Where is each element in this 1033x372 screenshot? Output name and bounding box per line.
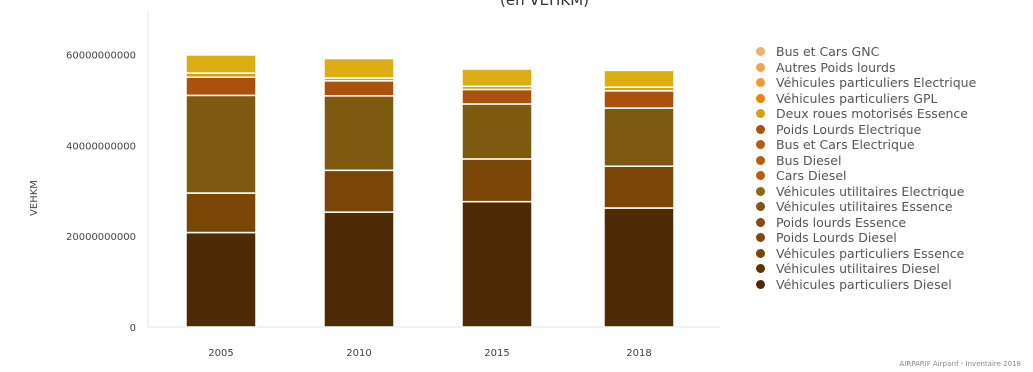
bar-segment[interactable] [461,88,533,105]
legend-item[interactable]: Véhicules particuliers GPL [756,91,976,107]
legend-dot-icon [756,93,765,103]
legend-item[interactable]: Véhicules utilitaires Diesel [756,261,976,277]
legend-item[interactable]: Autres Poids lourds [756,60,976,76]
bar-segment[interactable] [461,103,533,160]
y-tick-label: 40000000000 [66,141,136,152]
bar-segment[interactable] [461,200,533,328]
bar-segment-top[interactable] [603,69,675,88]
bar-segment[interactable] [603,165,675,209]
legend-item[interactable]: Véhicules utilitaires Electrique [756,184,976,200]
bar-segment[interactable] [323,80,395,97]
legend-dot-icon [756,140,765,150]
legend-item[interactable]: Véhicules utilitaires Essence [756,199,976,215]
bar-segment[interactable] [185,76,257,97]
y-tick-label: 0 [130,323,136,334]
legend-dot-icon [756,248,765,258]
x-tick-label: 2005 [208,348,233,359]
legend-dot-icon [756,264,765,274]
legend-label: Véhicules particuliers Diesel [776,276,952,292]
legend-label: Bus et Cars Electrique [776,137,915,153]
bar-segment[interactable] [323,95,395,172]
legend-label: Poids Lourds Diesel [776,230,897,246]
legend-label: Cars Diesel [776,168,847,184]
axis-layer: 0 20000000000 40000000000 60000000000 2005 20… [66,51,652,360]
legend-item[interactable]: Véhicules particuliers Essence [756,246,976,262]
bar-segment[interactable] [603,90,675,109]
legend-dot-icon [756,217,765,227]
legend-dot-icon [756,171,765,181]
legend-item[interactable]: Bus Diesel [756,153,976,169]
chart-title: (en VEHKM) [500,0,590,9]
legend-item[interactable]: Poids Lourds Diesel [756,230,976,246]
legend-label: Véhicules particuliers Essence [776,245,965,261]
legend-dot-icon [756,233,765,243]
legend-dot-icon [756,47,765,57]
legend: Bus et Cars GNC Autres Poids lourds Véhicu… [756,44,976,292]
legend-label: Véhicules utilitaires Diesel [776,261,940,277]
legend-label: Véhicules particuliers Electrique [776,75,977,91]
bar-segment[interactable] [185,192,257,234]
legend-label: Poids Lourds Electrique [776,121,922,137]
credits: AIRPARIF Airparif - Inventaire 2018 [899,360,1021,368]
legend-dot-icon [756,155,765,165]
bar-segment[interactable] [603,107,675,167]
bar-segment-top[interactable] [185,54,257,74]
legend-label: Deux roues motorisés Essence [776,106,968,122]
legend-dot-icon [756,279,765,289]
legend-dot-icon [756,124,765,134]
legend-dot-icon [756,202,765,212]
legend-item[interactable]: Deux roues motorisés Essence [756,106,976,122]
legend-label: Bus Diesel [776,152,842,168]
x-tick-label: 2018 [626,348,651,359]
legend-item[interactable]: Bus et Cars Electrique [756,137,976,153]
x-tick-label: 2015 [484,348,509,359]
x-tick-label: 2010 [346,348,371,359]
legend-label: Autres Poids lourds [776,59,896,75]
legend-dot-icon [756,78,765,88]
legend-label: Véhicules particuliers GPL [776,90,938,106]
bar-segment[interactable] [185,231,257,328]
legend-dot-icon [756,109,765,119]
legend-dot-icon [756,62,765,72]
y-tick-label: 20000000000 [66,232,136,243]
legend-label: Véhicules utilitaires Electrique [776,183,965,199]
bar-segment[interactable] [323,211,395,328]
bar-segment[interactable] [461,158,533,203]
legend-label: Bus et Cars GNC [776,44,880,60]
bars-layer [185,54,675,328]
bar-segment-top[interactable] [323,57,395,79]
legend-item[interactable]: Véhicules particuliers Diesel [756,277,976,293]
bar-segment-top[interactable] [461,68,533,88]
stacked-bar-chart: 0 20000000000 40000000000 60000000000 2005 20… [29,12,720,360]
legend-item[interactable]: Poids lourds Essence [756,215,976,231]
y-tick-label: 60000000000 [66,51,136,62]
bar-segment[interactable] [323,169,395,213]
bar-segment[interactable] [603,207,675,328]
legend-item[interactable]: Bus et Cars GNC [756,44,976,60]
legend-dot-icon [756,186,765,196]
legend-label: Véhicules utilitaires Essence [776,199,953,215]
bar-segment[interactable] [185,94,257,194]
legend-item[interactable]: Poids Lourds Electrique [756,122,976,138]
y-axis-label: VEHKM [29,180,40,216]
legend-item[interactable]: Véhicules particuliers Electrique [756,75,976,91]
legend-item[interactable]: Cars Diesel [756,168,976,184]
legend-label: Poids lourds Essence [776,214,907,230]
